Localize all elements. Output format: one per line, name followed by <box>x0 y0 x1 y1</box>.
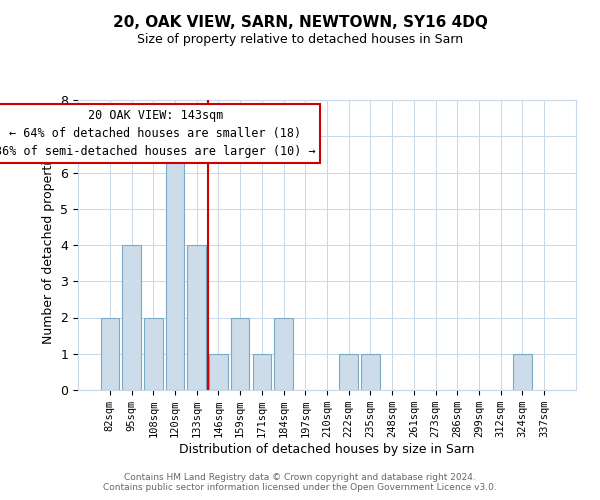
Bar <box>166 136 184 390</box>
Text: Size of property relative to detached houses in Sarn: Size of property relative to detached ho… <box>137 32 463 46</box>
Y-axis label: Number of detached properties: Number of detached properties <box>42 146 55 344</box>
Text: 20, OAK VIEW, SARN, NEWTOWN, SY16 4DQ: 20, OAK VIEW, SARN, NEWTOWN, SY16 4DQ <box>113 15 487 30</box>
Text: Contains public sector information licensed under the Open Government Licence v3: Contains public sector information licen… <box>103 484 497 492</box>
Bar <box>253 354 271 390</box>
Bar <box>144 318 163 390</box>
Text: 20 OAK VIEW: 143sqm
← 64% of detached houses are smaller (18)
36% of semi-detach: 20 OAK VIEW: 143sqm ← 64% of detached ho… <box>0 109 316 158</box>
Bar <box>209 354 227 390</box>
Bar <box>231 318 250 390</box>
X-axis label: Distribution of detached houses by size in Sarn: Distribution of detached houses by size … <box>179 443 475 456</box>
Bar <box>122 245 141 390</box>
Bar <box>187 245 206 390</box>
Bar <box>101 318 119 390</box>
Bar <box>274 318 293 390</box>
Bar <box>340 354 358 390</box>
Bar <box>361 354 380 390</box>
Bar <box>513 354 532 390</box>
Text: Contains HM Land Registry data © Crown copyright and database right 2024.: Contains HM Land Registry data © Crown c… <box>124 474 476 482</box>
